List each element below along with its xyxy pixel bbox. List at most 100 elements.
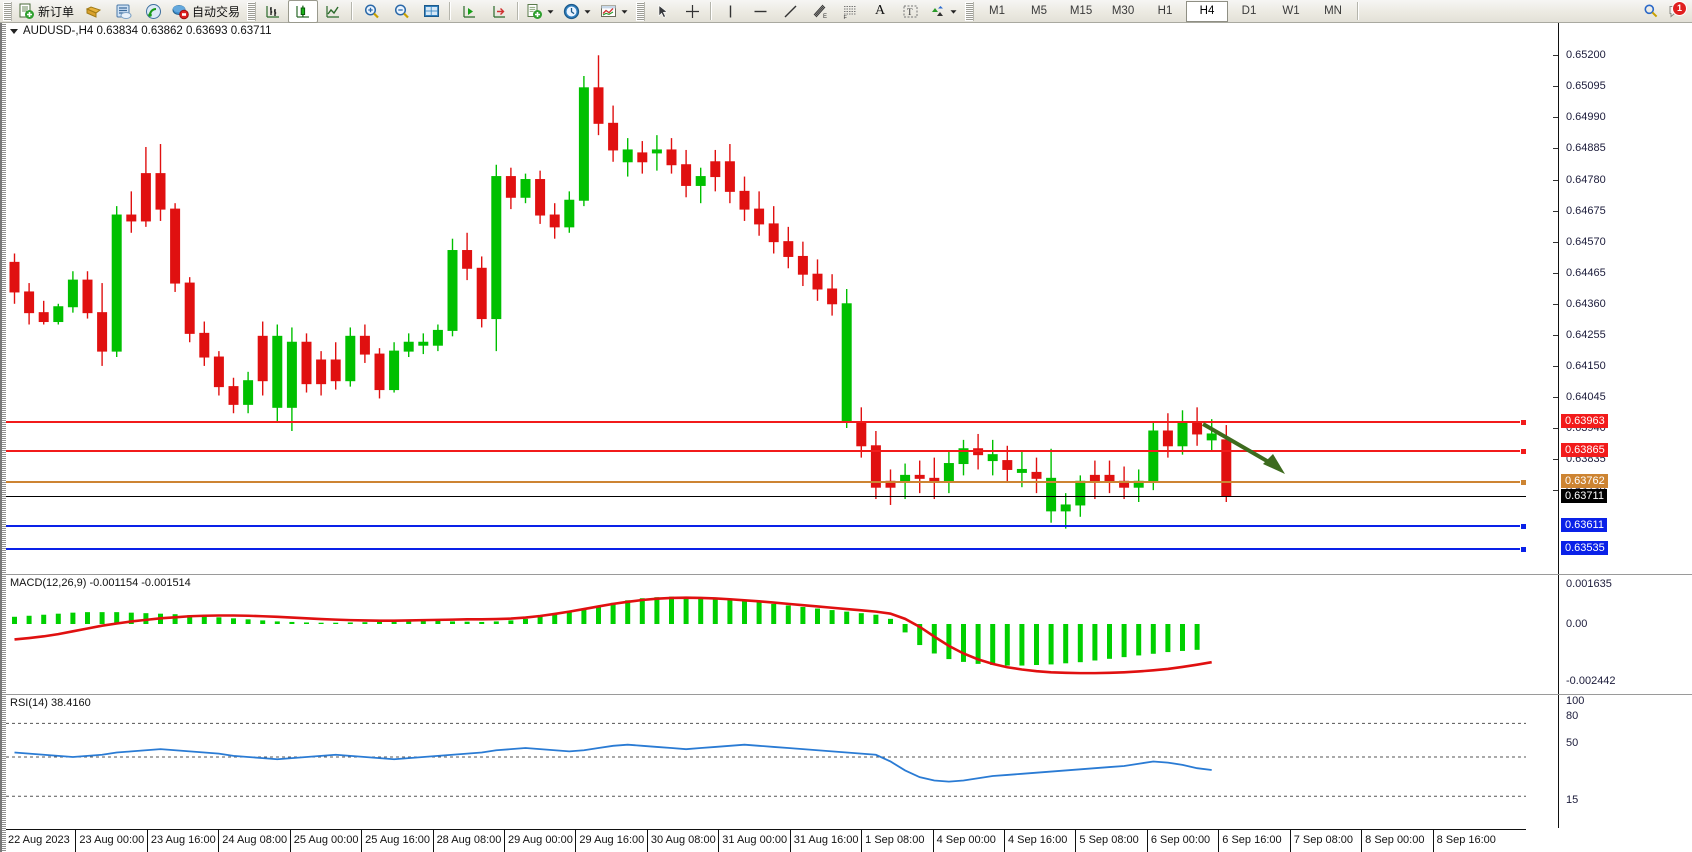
autotrading-button[interactable]: 自动交易 bbox=[168, 0, 244, 23]
price-tick-mark bbox=[1553, 179, 1558, 181]
price-tag-current-price[interactable]: 0.63711 bbox=[1561, 488, 1607, 503]
timeframe-m15[interactable]: M15 bbox=[1069, 5, 1093, 17]
text-box-button[interactable]: T bbox=[895, 0, 925, 23]
time-axis[interactable]: 22 Aug 2023 23 Aug 00:00 23 Aug 16:00 24 Au… bbox=[6, 829, 1526, 852]
cursor-button[interactable] bbox=[647, 0, 677, 23]
timeframe-w1[interactable]: W1 bbox=[1282, 5, 1300, 17]
toolbar-grip-2[interactable] bbox=[247, 1, 257, 21]
new-order-icon bbox=[18, 3, 35, 20]
candlestick-chart-button[interactable] bbox=[288, 0, 319, 23]
time-tick-label: 6 Sep 16:00 bbox=[1222, 834, 1282, 846]
time-tick-label: 22 Aug 2023 bbox=[8, 834, 70, 846]
templates-dropdown-arrow-icon[interactable] bbox=[620, 7, 629, 16]
trend-arrow-icon[interactable] bbox=[1197, 418, 1307, 488]
price-tag-stop-loss-level[interactable]: 0.63535 bbox=[1561, 540, 1608, 555]
horizontal-line-icon bbox=[752, 3, 769, 20]
svg-text:T: T bbox=[907, 7, 913, 17]
time-tick-label: 23 Aug 16:00 bbox=[150, 834, 216, 846]
data-window-button[interactable] bbox=[416, 0, 446, 23]
trendline-button[interactable] bbox=[775, 0, 805, 23]
time-tick-label: 4 Sep 16:00 bbox=[1008, 834, 1068, 846]
timeframe-h1[interactable]: H1 bbox=[1157, 5, 1173, 17]
toolbar-grip-4[interactable] bbox=[965, 1, 975, 21]
main-toolbar: 新订单 bbox=[0, 0, 1692, 23]
timeframe-mn[interactable]: MN bbox=[1324, 5, 1342, 17]
toolbar-grip-3[interactable] bbox=[636, 1, 646, 21]
chart-shift-button[interactable] bbox=[484, 0, 514, 23]
zoom-out-button[interactable] bbox=[386, 0, 416, 23]
toolbar-grip-1[interactable] bbox=[3, 1, 12, 21]
price-axis[interactable]: 0.65200 0.65095 0.64990 0.64885 0.64780 0.646… bbox=[1526, 23, 1692, 574]
indicators-icon bbox=[526, 3, 543, 20]
signals-icon bbox=[145, 3, 162, 20]
chart-title: AUDUSD-,H4 0.63834 0.63862 0.63693 0.637… bbox=[23, 25, 272, 37]
price-tag-support-level[interactable]: 0.63611 bbox=[1561, 518, 1607, 533]
price-tick-label: 0.64570 bbox=[1566, 235, 1606, 248]
time-tick-label: 8 Sep 16:00 bbox=[1436, 834, 1496, 846]
price-pane[interactable] bbox=[6, 39, 1526, 573]
macd-axis-line bbox=[1558, 575, 1559, 697]
search-button[interactable] bbox=[1636, 0, 1666, 23]
briefcase-button[interactable] bbox=[78, 0, 108, 23]
price-tick-label: 0.64045 bbox=[1566, 390, 1606, 403]
line-chart-button[interactable] bbox=[318, 0, 348, 23]
chart-header: AUDUSD-,H4 0.63834 0.63862 0.63693 0.637… bbox=[10, 25, 272, 37]
rsi-pane[interactable] bbox=[6, 695, 1526, 828]
arrows-icon bbox=[929, 3, 946, 20]
price-tick-mark bbox=[1553, 210, 1558, 212]
price-tick-label: 0.65095 bbox=[1566, 80, 1606, 93]
horizontal-line-button[interactable] bbox=[745, 0, 775, 23]
price-tag-resistance-level[interactable]: 0.63865 bbox=[1561, 443, 1608, 458]
fibonacci-button[interactable]: F bbox=[835, 0, 865, 23]
chart-area[interactable]: AUDUSD-,H4 0.63834 0.63862 0.63693 0.637… bbox=[0, 23, 1692, 852]
text-label-button[interactable]: A bbox=[865, 0, 895, 23]
auto-scroll-button[interactable] bbox=[454, 0, 484, 23]
price-tick-mark bbox=[1553, 86, 1558, 88]
time-tick-label: 6 Sep 00:00 bbox=[1150, 834, 1211, 846]
new-order-label: 新订单 bbox=[38, 4, 75, 19]
indicators-dropdown-arrow-icon[interactable] bbox=[546, 7, 555, 16]
macd-pane[interactable] bbox=[6, 575, 1526, 697]
signals-button[interactable] bbox=[138, 0, 168, 23]
price-tick-mark bbox=[1553, 55, 1558, 57]
new-order-button[interactable]: 新订单 bbox=[14, 0, 78, 23]
price-tick-mark bbox=[1553, 396, 1558, 398]
time-tick-label: 23 Aug 00:00 bbox=[79, 834, 145, 846]
time-tick-label: 28 Aug 08:00 bbox=[436, 834, 502, 846]
time-tick-label: 7 Sep 08:00 bbox=[1293, 834, 1354, 846]
crosshair-button[interactable] bbox=[677, 0, 707, 23]
candlestick-plot bbox=[9, 55, 1232, 529]
terminal-button[interactable] bbox=[108, 0, 138, 23]
arrows-button[interactable] bbox=[925, 0, 962, 23]
chart-menu-caret-icon[interactable] bbox=[10, 28, 18, 34]
bar-chart-button[interactable] bbox=[258, 0, 288, 23]
rsi-tick-15: 15 bbox=[1566, 794, 1579, 806]
price-tag-take-profit-upper[interactable]: 0.63963 bbox=[1561, 414, 1608, 429]
timeframe-m1[interactable]: M1 bbox=[989, 5, 1006, 17]
search-icon bbox=[1643, 3, 1659, 19]
periods-dropdown-arrow-icon[interactable] bbox=[583, 7, 592, 16]
bar-chart-icon bbox=[265, 3, 282, 20]
notifications-button[interactable]: 1 bbox=[1666, 0, 1687, 21]
timeframe-d1[interactable]: D1 bbox=[1241, 5, 1257, 17]
time-tick-label: 24 Aug 08:00 bbox=[222, 834, 288, 846]
price-tick-mark bbox=[1553, 428, 1558, 430]
timeframe-m30[interactable]: M30 bbox=[1111, 5, 1135, 17]
zoom-in-button[interactable] bbox=[356, 0, 386, 23]
toolbar-separator-2 bbox=[449, 2, 452, 20]
vertical-line-button[interactable] bbox=[715, 0, 745, 23]
macd-tick-bottom: -0.002442 bbox=[1566, 675, 1616, 687]
timeframe-m5[interactable]: M5 bbox=[1031, 5, 1048, 17]
indicators-button[interactable] bbox=[522, 0, 559, 23]
cursor-icon bbox=[654, 3, 671, 20]
periods-button[interactable] bbox=[559, 0, 596, 23]
equidistant-channel-button[interactable]: E bbox=[805, 0, 835, 23]
time-tick-label: 25 Aug 16:00 bbox=[365, 834, 430, 846]
timeframe-h4[interactable]: H4 bbox=[1186, 0, 1229, 22]
rsi-tick-50: 50 bbox=[1566, 737, 1579, 749]
price-tag-entry-level[interactable]: 0.63762 bbox=[1561, 473, 1608, 488]
arrows-dropdown-arrow-icon[interactable] bbox=[949, 7, 958, 16]
toolbar-separator-3 bbox=[517, 2, 520, 20]
templates-button[interactable] bbox=[596, 0, 633, 23]
